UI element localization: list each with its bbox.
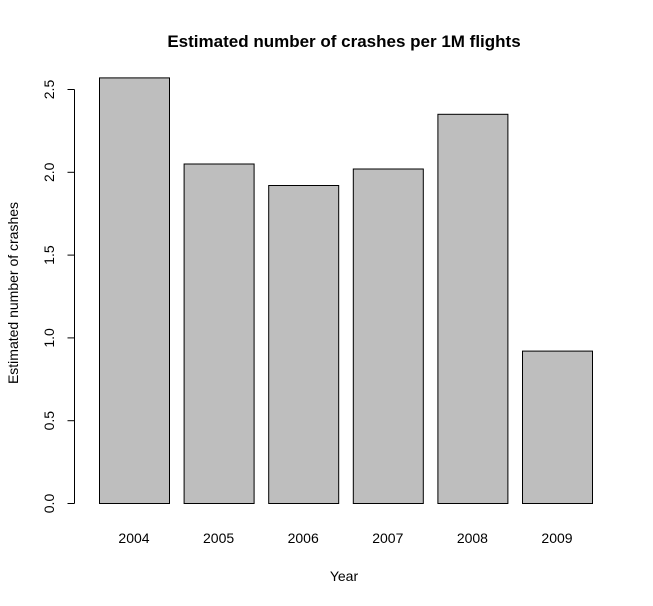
x-axis-label: Year [330, 568, 359, 584]
y-tick-label: 1.0 [41, 328, 57, 348]
bar-2007 [352, 168, 424, 504]
x-category-label: 2005 [203, 530, 234, 546]
y-tick-label: 1.5 [41, 245, 57, 265]
chart-title: Estimated number of crashes per 1M fligh… [167, 32, 520, 51]
y-tick-label: 0.0 [41, 494, 57, 514]
bar-2006 [268, 185, 340, 504]
y-axis: 0.0 0.5 1.0 1.5 2.0 2.5 [41, 80, 75, 514]
bar-2009 [522, 350, 593, 504]
x-category-label: 2006 [288, 530, 319, 546]
y-tick-label: 2.0 [41, 162, 57, 182]
plot-area [99, 77, 593, 505]
y-axis-label: Estimated number of crashes [5, 202, 21, 384]
x-category-label: 2008 [457, 530, 488, 546]
x-category-label: 2009 [541, 530, 572, 546]
x-category-label: 2004 [118, 530, 149, 546]
bar-2004 [99, 77, 170, 505]
bar-2008 [437, 113, 509, 505]
x-axis-categories: 2004 2005 2006 2007 2008 2009 [118, 530, 572, 546]
x-category-label: 2007 [372, 530, 403, 546]
y-tick-label: 2.5 [41, 80, 57, 100]
bar-2005 [183, 163, 255, 504]
y-tick-label: 0.5 [41, 411, 57, 431]
